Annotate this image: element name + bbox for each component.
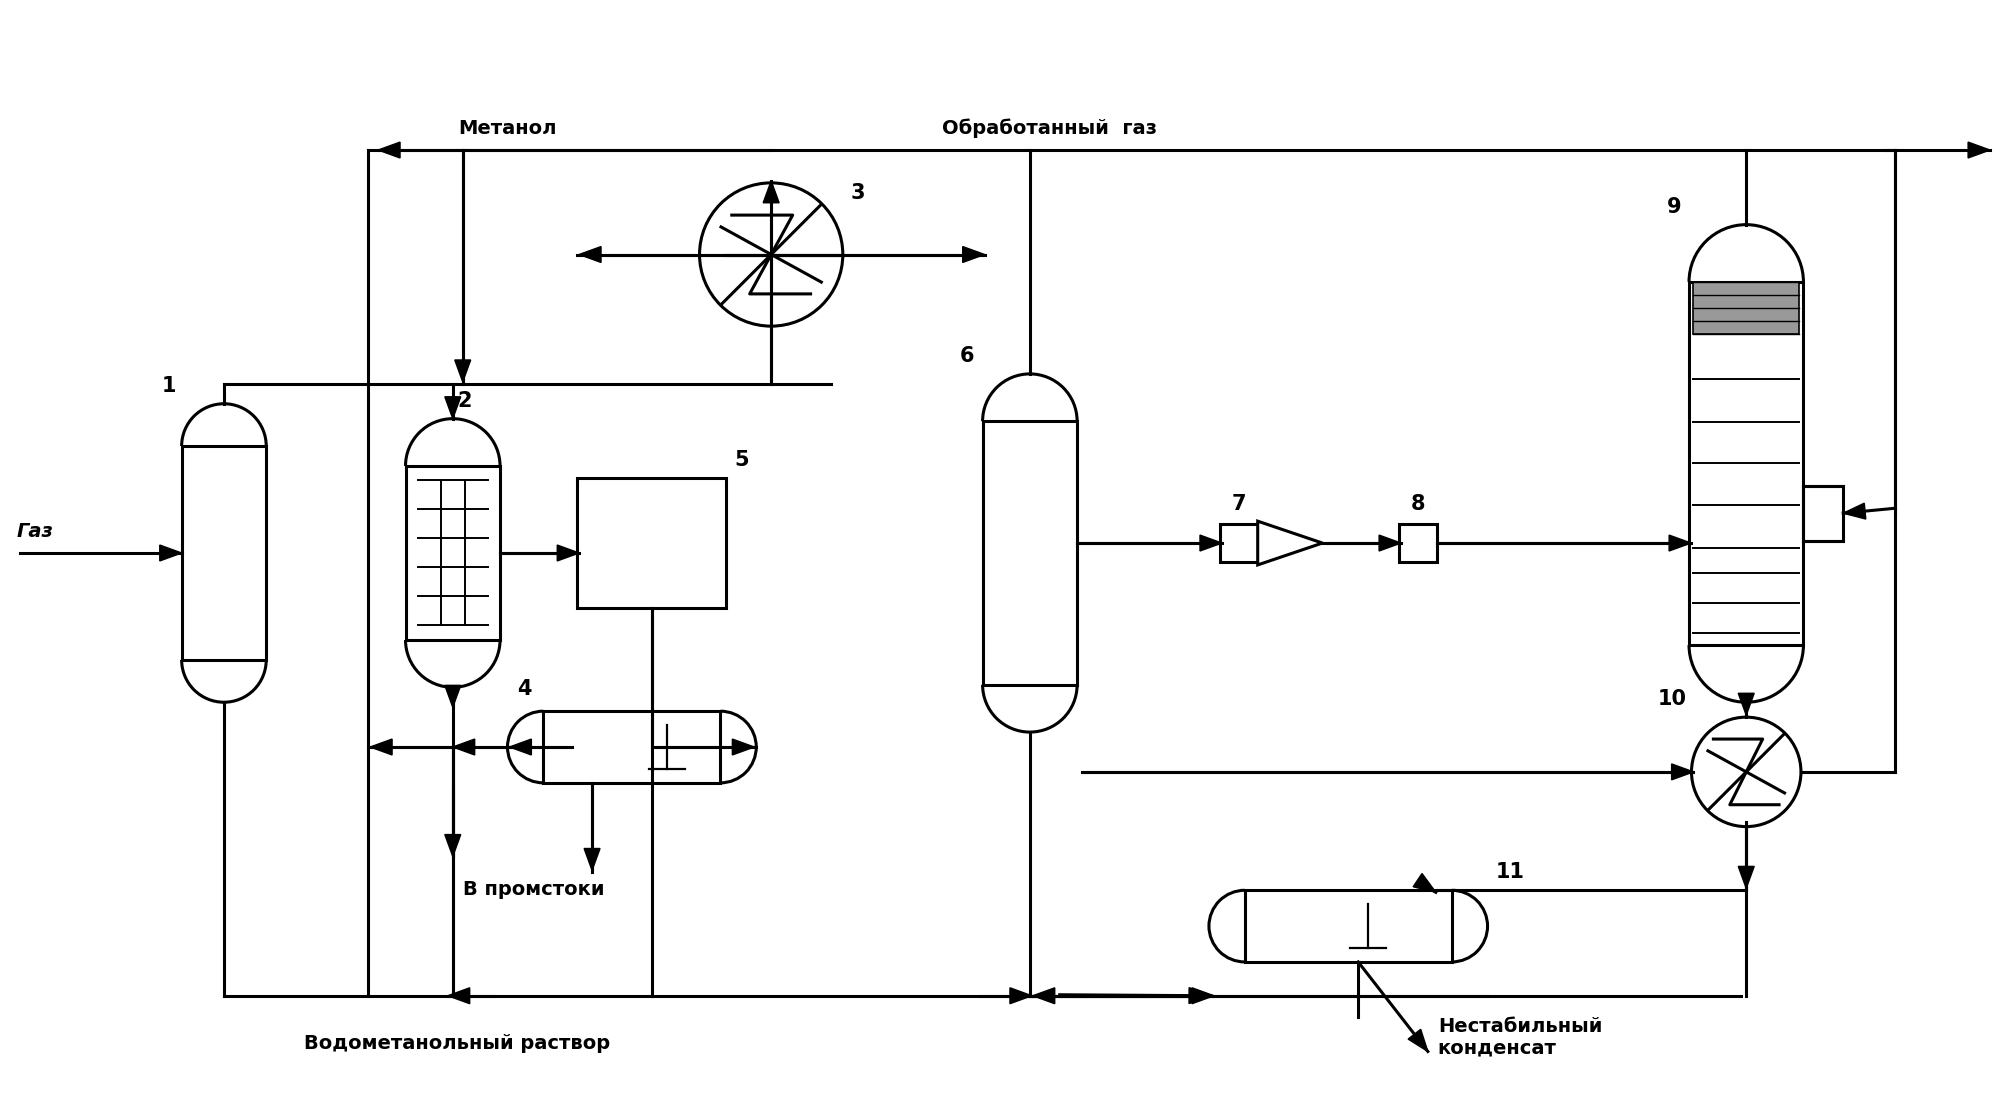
Text: 1: 1 [162,376,176,396]
Text: 6: 6 [959,346,975,366]
Polygon shape [763,181,779,203]
Text: 3: 3 [851,183,865,203]
Polygon shape [557,545,579,561]
Polygon shape [1739,866,1755,888]
Text: В промстоки: В промстоки [463,880,605,899]
Bar [1244,890,1452,962]
Bar [1693,282,1799,333]
Polygon shape [1673,764,1693,780]
Polygon shape [371,739,393,754]
Polygon shape [1843,503,1865,520]
Bar [1803,485,1843,540]
Bar [182,446,266,660]
Text: Метанол: Метанол [459,119,557,138]
Bar [543,711,721,783]
Polygon shape [453,739,475,754]
Polygon shape [160,545,182,561]
Text: 2: 2 [459,390,473,410]
Bar [577,479,727,608]
Polygon shape [585,848,601,870]
Polygon shape [963,247,985,263]
Polygon shape [379,142,401,158]
Polygon shape [1969,142,1991,158]
Text: 9: 9 [1666,196,1681,216]
Text: 5: 5 [735,450,749,470]
Bar [1220,524,1258,561]
Bar [1689,282,1803,645]
Polygon shape [1414,874,1436,892]
Polygon shape [445,835,461,856]
Polygon shape [579,247,601,263]
Polygon shape [445,397,461,419]
Text: 8: 8 [1410,494,1426,514]
Polygon shape [1190,987,1212,1004]
Text: 7: 7 [1232,494,1246,514]
Polygon shape [1258,521,1322,565]
Polygon shape [455,360,471,382]
Text: Нестабильный
конденсат: Нестабильный конденсат [1438,1017,1602,1058]
Text: Водометанольный раствор: Водометанольный раствор [304,1034,609,1052]
Polygon shape [1668,535,1691,552]
Text: Обработанный  газ: Обработанный газ [941,118,1158,138]
Polygon shape [1408,1029,1428,1051]
Polygon shape [445,685,461,707]
Polygon shape [1010,988,1032,1004]
Polygon shape [733,739,755,754]
Polygon shape [509,739,531,754]
Bar [405,465,501,640]
Polygon shape [449,988,469,1004]
Text: 11: 11 [1496,863,1524,882]
Polygon shape [1200,535,1222,552]
Text: 4: 4 [517,679,533,699]
Polygon shape [1192,988,1214,1004]
Bar [1398,524,1436,561]
Text: Газ: Газ [16,522,54,542]
Bar [983,421,1078,685]
Polygon shape [1034,988,1056,1004]
Polygon shape [1739,694,1755,715]
Text: 10: 10 [1658,689,1687,709]
Polygon shape [1380,535,1400,552]
